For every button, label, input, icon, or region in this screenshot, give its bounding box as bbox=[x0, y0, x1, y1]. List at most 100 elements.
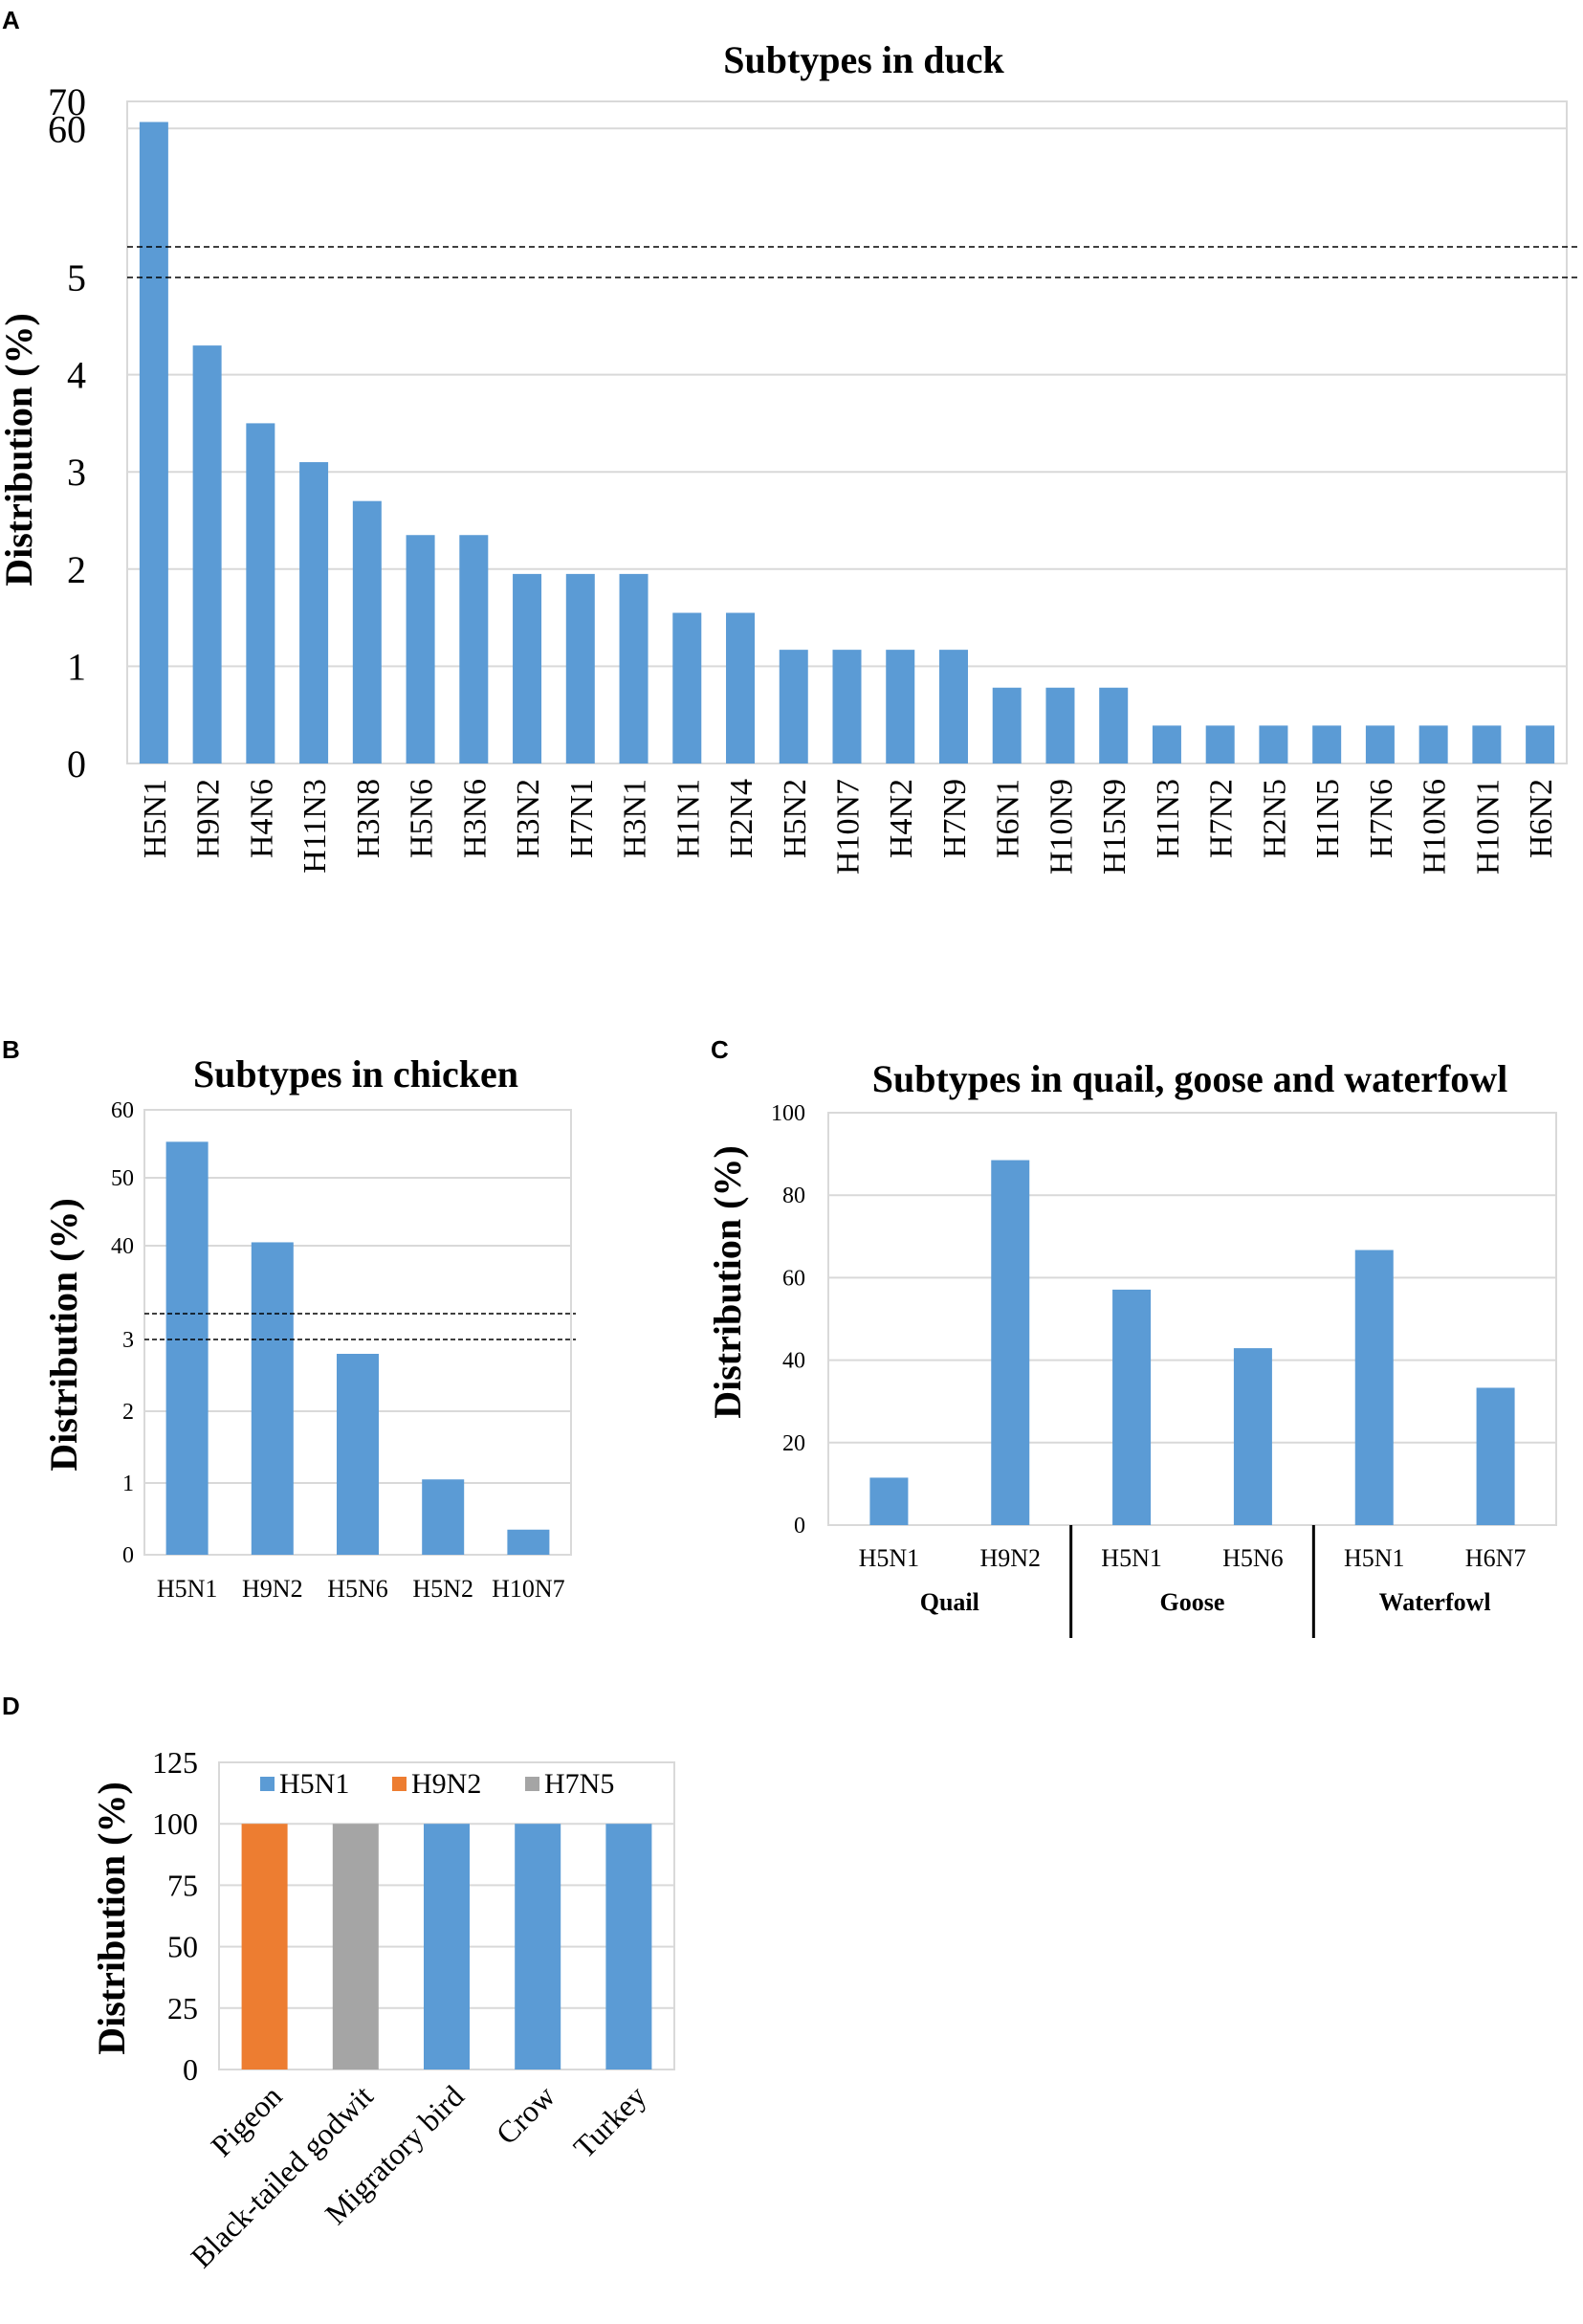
x-tick-label: H5N1 bbox=[1344, 1544, 1405, 1572]
y-tick-label: 3 bbox=[122, 1328, 134, 1353]
x-tick-label: H5N2 bbox=[412, 1575, 473, 1603]
y-tick-label: 25 bbox=[167, 1991, 198, 2025]
bar bbox=[565, 573, 595, 764]
x-tick-label: H7N9 bbox=[937, 779, 973, 858]
y-tick-label: 60 bbox=[48, 107, 86, 150]
bar bbox=[192, 345, 222, 764]
bar bbox=[1259, 725, 1288, 764]
legend-swatch bbox=[525, 1777, 539, 1791]
x-tick-label: H3N8 bbox=[351, 779, 386, 858]
y-axis-label: Distribution (%) bbox=[90, 1782, 133, 2055]
bar bbox=[422, 1479, 465, 1555]
x-tick-label: H10N7 bbox=[492, 1575, 565, 1603]
bar bbox=[938, 650, 968, 764]
x-tick-label: H5N6 bbox=[327, 1575, 388, 1603]
x-tick-label: H5N2 bbox=[778, 779, 813, 858]
bar bbox=[1312, 725, 1342, 764]
bar bbox=[424, 1824, 470, 2069]
y-tick-label: 0 bbox=[794, 1514, 805, 1538]
x-tick-label: Turkey bbox=[566, 2078, 652, 2164]
x-tick-label: H5N1 bbox=[157, 1575, 218, 1603]
y-axis-label: Distribution (%) bbox=[706, 1145, 749, 1419]
bar bbox=[1233, 1348, 1272, 1525]
x-tick-label: H6N2 bbox=[1524, 779, 1559, 858]
panel-label-b: B bbox=[2, 1035, 20, 1064]
bar bbox=[507, 1529, 550, 1555]
bar bbox=[515, 1824, 561, 2069]
x-tick-label: H7N2 bbox=[1204, 779, 1240, 858]
bar bbox=[886, 650, 915, 764]
bar bbox=[1152, 725, 1181, 764]
y-tick-label: 5 bbox=[67, 256, 86, 299]
chart-title: Subtypes in chicken bbox=[193, 1052, 518, 1096]
bar bbox=[779, 650, 808, 764]
y-tick-label: 0 bbox=[183, 2052, 198, 2087]
x-tick-label: H3N2 bbox=[511, 779, 546, 858]
panel-label-a: A bbox=[2, 6, 20, 34]
bar bbox=[1354, 1250, 1394, 1525]
bar bbox=[1112, 1289, 1152, 1525]
x-tick-label: H5N1 bbox=[1101, 1544, 1162, 1572]
x-tick-label: H7N1 bbox=[564, 779, 600, 858]
bar bbox=[1418, 725, 1448, 764]
plot-frame bbox=[827, 1112, 1557, 1526]
y-tick-label: 40 bbox=[111, 1234, 134, 1259]
x-tick-label: H6N7 bbox=[1465, 1544, 1527, 1572]
legend-label: H9N2 bbox=[411, 1768, 481, 1800]
bar bbox=[869, 1477, 909, 1525]
y-tick-label: 60 bbox=[782, 1266, 805, 1291]
y-tick-label: 2 bbox=[67, 548, 86, 591]
y-tick-label: 50 bbox=[167, 1930, 198, 1964]
bar bbox=[672, 612, 702, 764]
bar bbox=[991, 1160, 1030, 1525]
bar bbox=[165, 1141, 209, 1555]
x-tick-label: H9N2 bbox=[242, 1575, 303, 1603]
bar bbox=[332, 1824, 379, 2069]
group-label: Waterfowl bbox=[1379, 1588, 1491, 1616]
bar bbox=[406, 535, 435, 764]
bar bbox=[1526, 725, 1555, 764]
x-tick-label: H10N7 bbox=[831, 779, 867, 874]
y-tick-label: 0 bbox=[122, 1543, 134, 1568]
bar bbox=[1365, 725, 1395, 764]
x-tick-label: H11N3 bbox=[297, 779, 333, 874]
panel-label-d: D bbox=[2, 1692, 20, 1720]
x-tick-label: H9N2 bbox=[979, 1544, 1041, 1572]
y-tick-label: 50 bbox=[111, 1166, 134, 1191]
bar bbox=[619, 573, 649, 764]
bar bbox=[352, 500, 382, 764]
x-tick-label: H3N6 bbox=[457, 779, 493, 858]
y-tick-label: 80 bbox=[782, 1184, 805, 1208]
group-label: Goose bbox=[1160, 1588, 1225, 1616]
bar bbox=[1205, 725, 1235, 764]
y-tick-label: 60 bbox=[111, 1098, 134, 1123]
y-tick-label: 125 bbox=[152, 1745, 198, 1780]
y-tick-label: 3 bbox=[67, 451, 86, 494]
x-tick-label: H5N1 bbox=[138, 779, 173, 858]
group-label: Quail bbox=[920, 1588, 979, 1616]
legend-label: H5N1 bbox=[279, 1768, 349, 1800]
y-tick-label: 75 bbox=[167, 1868, 198, 1902]
x-tick-label: H5N6 bbox=[1222, 1544, 1284, 1572]
y-tick-label: 1 bbox=[67, 645, 86, 688]
x-tick-label: H5N6 bbox=[405, 779, 440, 858]
y-axis-label: Distribution (%) bbox=[42, 1198, 85, 1472]
panel-label-c: C bbox=[711, 1035, 729, 1064]
chart-title: Subtypes in quail, goose and waterfowl bbox=[872, 1057, 1508, 1100]
bar bbox=[513, 573, 542, 764]
x-tick-label: H10N1 bbox=[1470, 779, 1506, 874]
y-tick-label: 70 bbox=[48, 80, 86, 123]
bar bbox=[251, 1242, 294, 1555]
y-tick-label: 20 bbox=[782, 1431, 805, 1456]
bar bbox=[605, 1824, 652, 2069]
y-tick-label: 0 bbox=[67, 742, 86, 786]
bar bbox=[299, 462, 329, 764]
y-tick-label: 40 bbox=[782, 1349, 805, 1374]
bar bbox=[1099, 687, 1129, 764]
bar bbox=[992, 687, 1022, 764]
bar bbox=[139, 122, 168, 764]
bar bbox=[246, 423, 275, 764]
bar bbox=[241, 1824, 288, 2069]
x-tick-label: H5N1 bbox=[859, 1544, 920, 1572]
y-tick-label: 4 bbox=[67, 354, 86, 397]
